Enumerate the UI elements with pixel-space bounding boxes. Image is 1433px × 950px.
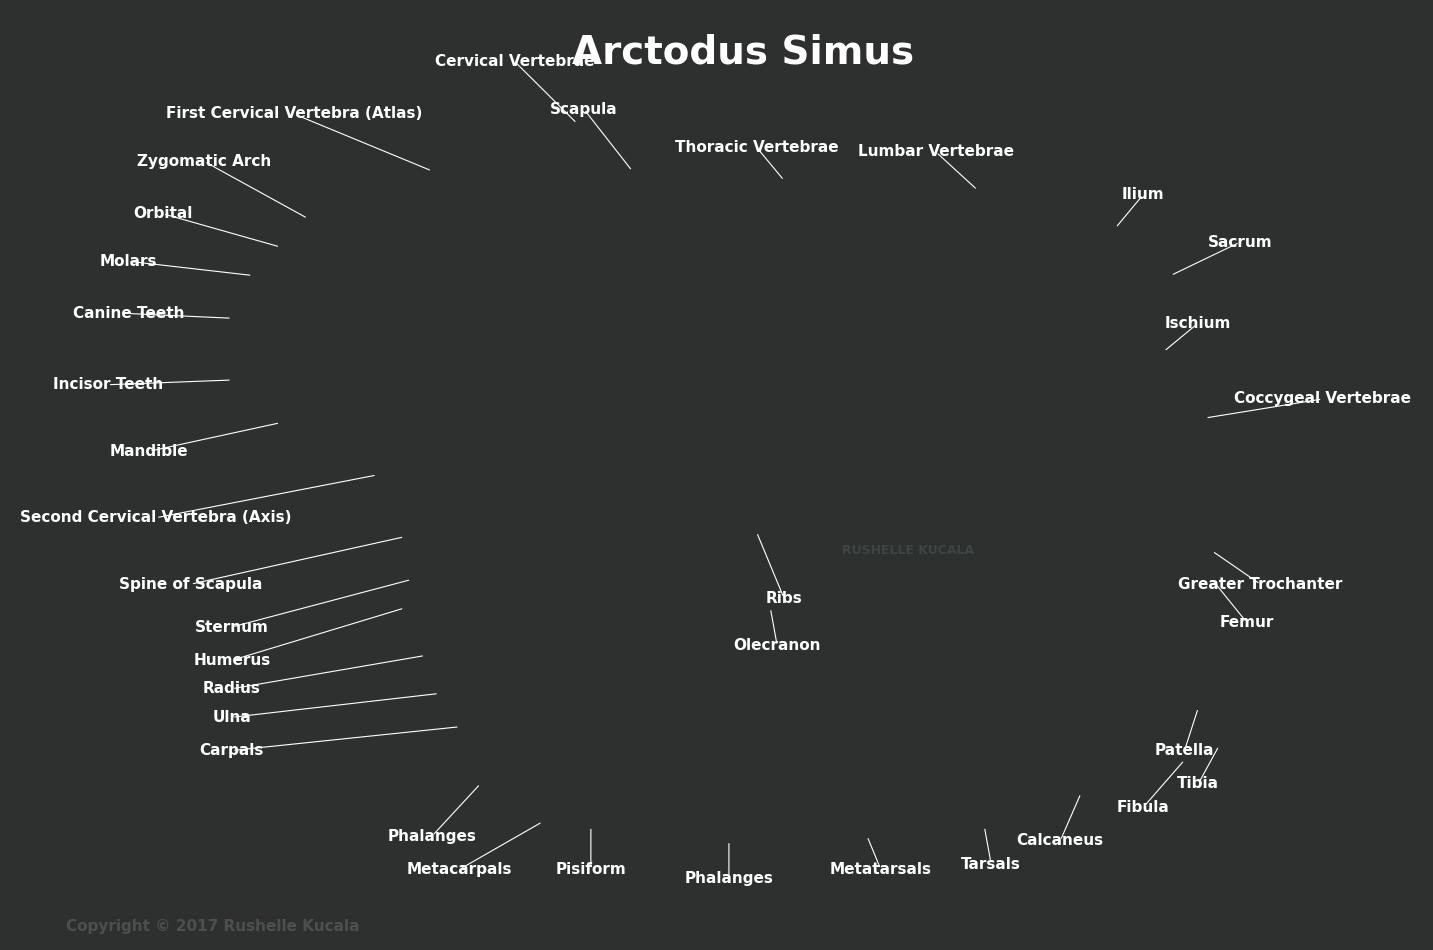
Text: Mandible: Mandible (110, 444, 188, 459)
Text: Metatarsals: Metatarsals (830, 862, 931, 877)
Text: Thoracic Vertebrae: Thoracic Vertebrae (675, 140, 838, 155)
Text: Lumbar Vertebrae: Lumbar Vertebrae (858, 144, 1015, 160)
Text: Metacarpals: Metacarpals (407, 862, 513, 877)
Text: Arctodus Simus: Arctodus Simus (572, 33, 914, 71)
Text: Fibula: Fibula (1116, 800, 1169, 815)
Text: Scapula: Scapula (550, 102, 618, 117)
Text: Coccygeal Vertebrae: Coccygeal Vertebrae (1234, 391, 1412, 407)
Text: Phalanges: Phalanges (388, 828, 477, 844)
Text: Humerus: Humerus (193, 653, 271, 668)
Text: Cervical Vertebrae: Cervical Vertebrae (436, 54, 595, 69)
Text: Canine Teeth: Canine Teeth (73, 306, 183, 321)
Text: Greater Trochanter: Greater Trochanter (1178, 577, 1343, 592)
Text: Incisor Teeth: Incisor Teeth (53, 377, 163, 392)
Text: Ilium: Ilium (1122, 187, 1165, 202)
Text: Spine of Scapula: Spine of Scapula (119, 577, 262, 592)
Text: Carpals: Carpals (199, 743, 264, 758)
Text: Tibia: Tibia (1178, 776, 1219, 791)
Text: Second Cervical Vertebra (Axis): Second Cervical Vertebra (Axis) (20, 510, 292, 525)
Text: Phalanges: Phalanges (685, 871, 774, 886)
Text: Tarsals: Tarsals (962, 857, 1022, 872)
Text: First Cervical Vertebra (Atlas): First Cervical Vertebra (Atlas) (166, 106, 423, 122)
Text: Patella: Patella (1155, 743, 1214, 758)
Text: Sternum: Sternum (195, 619, 269, 635)
Text: Femur: Femur (1219, 615, 1274, 630)
Text: Ischium: Ischium (1165, 315, 1231, 331)
Text: Sacrum: Sacrum (1208, 235, 1273, 250)
Text: RUSHELLE KUCALA: RUSHELLE KUCALA (843, 544, 974, 558)
Text: Pisiform: Pisiform (556, 862, 626, 877)
Text: Zygomatic Arch: Zygomatic Arch (138, 154, 271, 169)
Text: Ribs: Ribs (765, 591, 802, 606)
Text: Orbital: Orbital (133, 206, 192, 221)
Text: Calcaneus: Calcaneus (1016, 833, 1103, 848)
Text: Ulna: Ulna (212, 710, 251, 725)
Text: Radius: Radius (203, 681, 261, 696)
Text: Molars: Molars (100, 254, 158, 269)
Text: Copyright © 2017 Rushelle Kucala: Copyright © 2017 Rushelle Kucala (66, 919, 360, 934)
Text: Olecranon: Olecranon (734, 638, 821, 654)
